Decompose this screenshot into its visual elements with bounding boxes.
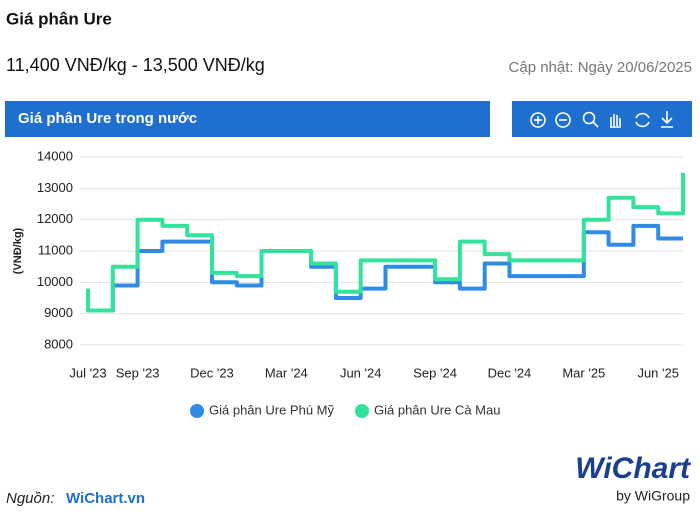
- legend-marker: [355, 404, 369, 418]
- series-line: [88, 223, 683, 313]
- y-tick-label: 9000: [44, 305, 73, 320]
- x-tick-label: Dec '24: [488, 365, 532, 380]
- legend-label: Giá phân Ure Cà Mau: [374, 402, 500, 417]
- chart-title: Giá phân Ure trong nước: [18, 110, 197, 127]
- legend-item[interactable]: Giá phân Ure Cà Mau: [355, 402, 500, 418]
- x-tick-label: Mar '25: [562, 365, 605, 380]
- y-tick-label: 8000: [44, 336, 73, 351]
- y-tick-label: 11000: [38, 242, 73, 257]
- x-tick-label: Sep '24: [413, 365, 457, 380]
- toolbar: [512, 101, 692, 137]
- panel-header: [5, 101, 490, 137]
- source-label: Nguồn:: [6, 490, 54, 507]
- x-tick-label: Jul '23: [69, 365, 106, 380]
- legend-label: Giá phân Ure Phú Mỹ: [209, 402, 335, 417]
- y-tick-label: 10000: [37, 274, 73, 289]
- x-tick-label: Dec '23: [190, 365, 234, 380]
- toolbar-icons[interactable]: [530, 111, 673, 128]
- brand-byline: by WiGroup: [616, 488, 690, 504]
- updated: Cập nhật: Ngày 20/06/2025: [509, 59, 692, 76]
- x-tick-label: Sep '23: [116, 365, 160, 380]
- series-line: [86, 172, 685, 313]
- y-tick-label: 14000: [37, 148, 73, 163]
- brand-logo: WiChart: [575, 452, 692, 485]
- x-tick-label: Jun '25: [637, 365, 679, 380]
- legend-marker: [190, 404, 204, 418]
- x-tick-label: Jun '24: [340, 365, 382, 380]
- y-tick-label: 12000: [37, 211, 73, 226]
- legend-item[interactable]: Giá phân Ure Phú Mỹ: [190, 402, 335, 418]
- page-title: Giá phân Ure: [6, 9, 112, 28]
- source-name: WiChart.vn: [66, 490, 145, 507]
- x-tick-label: Mar '24: [265, 365, 308, 380]
- y-tick-label: 13000: [37, 180, 73, 195]
- price-range: 11,400 VNĐ/kg - 13,500 VNĐ/kg: [6, 55, 265, 75]
- y-axis-label: (VNĐ/kg): [12, 227, 24, 274]
